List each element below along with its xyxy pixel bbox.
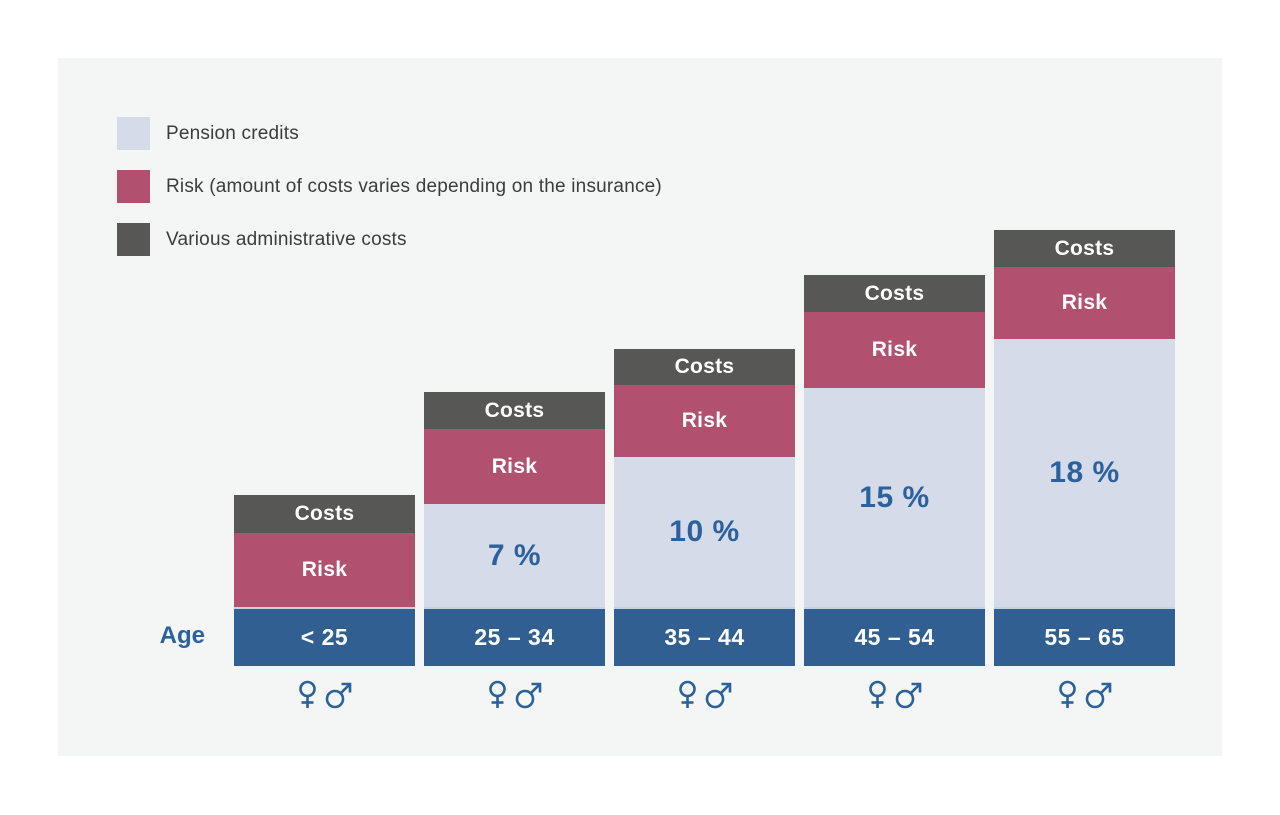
age-band: 35 – 44: [614, 607, 795, 666]
legend-label: Risk (amount of costs varies depending o…: [166, 175, 662, 197]
age-band-label: 45 – 54: [854, 624, 935, 650]
legend-item-admin-costs: Various administrative costs: [117, 223, 662, 256]
pension-segment: 18 %: [994, 339, 1175, 607]
admin-costs-swatch: [117, 223, 150, 256]
risk-segment-label: Risk: [681, 409, 728, 432]
gender-symbols: [614, 666, 795, 718]
risk-segment-label: Risk: [301, 558, 348, 581]
pension-percent-label: 18 %: [1049, 456, 1120, 489]
pension-segment: 10 %: [614, 457, 795, 607]
female-icon: [1059, 680, 1076, 708]
costs-segment: Costs: [804, 275, 985, 312]
legend-label: Various administrative costs: [166, 228, 407, 250]
costs-segment: Costs: [994, 230, 1175, 267]
male-icon: [705, 682, 732, 708]
gender-symbols: [424, 666, 605, 718]
male-icon: [515, 682, 542, 708]
age-band-label: 55 – 65: [1044, 624, 1125, 650]
risk-segment: Risk: [614, 385, 795, 457]
pension-credits-swatch: [117, 117, 150, 150]
age-axis-label: Age: [159, 622, 205, 649]
age-band-label: < 25: [300, 624, 349, 650]
bar-45-54: Costs Risk 15 % 45 – 54: [804, 275, 985, 718]
legend-label: Pension credits: [166, 122, 299, 144]
age-band: 45 – 54: [804, 607, 985, 666]
costs-segment: Costs: [614, 349, 795, 385]
male-icon: [325, 682, 352, 708]
stacked-bars: Costs Risk < 25: [234, 230, 1175, 718]
risk-swatch: [117, 170, 150, 203]
costs-segment-label: Costs: [674, 355, 735, 378]
age-band: 25 – 34: [424, 607, 605, 666]
pension-percent-label: 7 %: [487, 538, 542, 572]
age-band: < 25: [234, 607, 415, 666]
male-icon: [895, 682, 922, 708]
costs-segment: Costs: [424, 392, 605, 429]
bar-25-34: Costs Risk 7 % 25 – 34: [424, 392, 605, 718]
male-icon: [1085, 682, 1112, 708]
age-band-label: 25 – 34: [474, 624, 555, 650]
costs-segment-label: Costs: [484, 398, 545, 422]
age-band-label: 35 – 44: [664, 624, 745, 650]
legend-item-pension-credits: Pension credits: [117, 117, 662, 150]
costs-segment-label: Costs: [864, 281, 925, 305]
bar-35-44: Costs Risk 10 % 35 – 44: [614, 349, 795, 718]
risk-segment: Risk: [424, 429, 605, 504]
female-icon: [299, 680, 316, 708]
risk-segment: Risk: [234, 533, 415, 607]
gender-symbols: [804, 666, 985, 718]
age-band: 55 – 65: [994, 607, 1175, 666]
pension-percent-label: 15 %: [859, 480, 930, 514]
risk-segment: Risk: [804, 312, 985, 388]
risk-segment-label: Risk: [1061, 291, 1108, 314]
pension-percent-label: 10 %: [669, 515, 740, 548]
risk-segment: Risk: [994, 267, 1175, 339]
risk-segment-label: Risk: [871, 338, 918, 361]
pension-segment: 15 %: [804, 388, 985, 607]
costs-segment-label: Costs: [1054, 236, 1115, 260]
pension-segment: 7 %: [424, 504, 605, 607]
costs-segment: Costs: [234, 495, 415, 533]
costs-segment-label: Costs: [294, 502, 355, 525]
legend: Pension credits Risk (amount of costs va…: [117, 117, 662, 256]
female-icon: [489, 680, 506, 708]
risk-segment-label: Risk: [491, 454, 538, 478]
female-icon: [679, 680, 696, 708]
legend-item-risk: Risk (amount of costs varies depending o…: [117, 170, 662, 203]
chart-panel: Pension credits Risk (amount of costs va…: [58, 58, 1222, 756]
female-icon: [869, 680, 886, 708]
gender-symbols: [994, 666, 1175, 718]
gender-symbols: [234, 666, 415, 718]
bar-under-25: Costs Risk < 25: [234, 495, 415, 718]
bar-55-65: Costs Risk 18 % 55 – 65: [994, 230, 1175, 718]
